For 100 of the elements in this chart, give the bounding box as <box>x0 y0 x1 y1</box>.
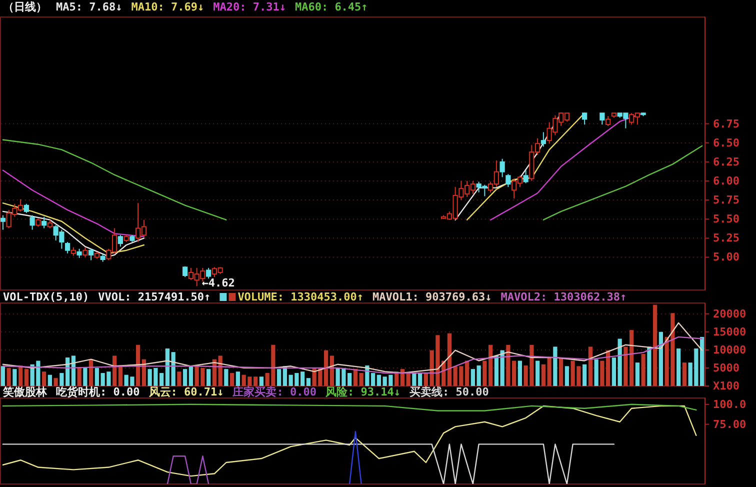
bar <box>536 360 540 386</box>
bar <box>48 374 52 386</box>
bar <box>676 348 681 386</box>
bar <box>54 378 58 386</box>
bar <box>277 369 282 386</box>
bar <box>658 332 663 386</box>
bar <box>330 356 334 386</box>
bar <box>653 304 658 386</box>
text: 风云: 60.71↓ <box>148 386 224 398</box>
annotation: 吃货时机: 0.00 <box>56 386 140 398</box>
line-series <box>542 145 703 220</box>
text: MA10: 7.69↓ <box>131 0 204 14</box>
bar <box>42 372 46 386</box>
bar <box>641 354 646 386</box>
bar <box>588 346 592 386</box>
bar <box>418 373 422 386</box>
text: MA20: 7.31↓ <box>213 0 286 14</box>
series-label: 风险: 93.14↓ <box>324 386 400 398</box>
bar <box>412 373 416 386</box>
bar <box>94 368 99 386</box>
bar <box>18 365 23 386</box>
bar <box>700 336 704 386</box>
bar <box>6 368 11 386</box>
y-tick-label: 20000 <box>713 307 746 320</box>
y-tick-label: 5.75 <box>713 194 740 207</box>
bar <box>0 366 5 386</box>
bar <box>500 350 504 386</box>
bar <box>171 352 176 386</box>
bar <box>160 373 164 386</box>
bar <box>476 365 481 386</box>
y-tick-label: 75.00 <box>713 418 746 431</box>
bar <box>424 373 428 386</box>
text: 庄家买卖: 0.00 <box>232 386 316 398</box>
line-series <box>2 336 703 374</box>
bar <box>118 365 122 386</box>
bar <box>224 369 228 386</box>
bar <box>77 368 82 386</box>
bar <box>371 373 376 386</box>
bar <box>406 373 410 386</box>
bar <box>564 366 569 386</box>
text: MA5: 7.68↓ <box>56 0 122 14</box>
bar <box>447 333 452 386</box>
y-tick-label: 6.50 <box>713 136 740 150</box>
y-tick-label: 15000 <box>713 325 746 338</box>
bar <box>83 368 88 386</box>
bar <box>359 373 364 386</box>
y-tick-label: 5.50 <box>713 212 740 226</box>
bar <box>606 350 610 386</box>
chart-title: 笑傲股林 <box>2 386 48 398</box>
bar <box>582 364 587 386</box>
bar <box>306 378 310 386</box>
bar <box>254 376 258 386</box>
bar <box>482 360 487 386</box>
y-tick-label: 5.25 <box>713 232 740 245</box>
annotation: ←4.62 <box>202 276 235 290</box>
bar <box>624 346 628 386</box>
bar <box>612 357 616 386</box>
bar <box>400 369 404 386</box>
bar <box>647 346 652 386</box>
chart-title: VOL-TDX(5,10) <box>3 290 90 304</box>
line-series <box>2 139 227 220</box>
bar <box>236 372 240 386</box>
bar <box>66 357 70 386</box>
bar <box>165 348 170 386</box>
text: 买卖线: 50.00 <box>409 386 489 398</box>
bar <box>206 369 211 386</box>
y-tick-label: 100.0 <box>713 398 746 411</box>
bar <box>553 346 558 386</box>
line-series <box>2 404 697 412</box>
bar <box>635 362 640 386</box>
y-tick-label: 5000 <box>713 361 740 374</box>
bar <box>630 330 634 386</box>
bar <box>600 360 604 386</box>
bar <box>465 360 470 386</box>
bar <box>682 362 686 386</box>
legend-label: VOLUME: 1330453.00↑ <box>238 290 364 304</box>
y-tick-label: 5.00 <box>713 250 740 264</box>
text: MAVOL2: 1303062.38↑ <box>500 290 627 304</box>
bar <box>518 360 522 386</box>
y-tick-label: 6.75 <box>713 117 740 130</box>
bar <box>541 364 546 386</box>
bar <box>60 373 64 386</box>
bar <box>136 344 140 386</box>
bar <box>324 350 328 386</box>
bar <box>24 369 28 386</box>
bar <box>183 369 188 386</box>
line-series <box>2 405 697 477</box>
bar <box>494 356 498 386</box>
bar <box>488 344 493 386</box>
bar <box>259 376 264 386</box>
chart-title: （日线） <box>3 0 47 14</box>
bar <box>12 369 17 386</box>
bar <box>618 338 622 386</box>
bar <box>230 373 234 386</box>
y-tick-label: X100 <box>713 380 740 392</box>
bar <box>470 369 475 386</box>
text: MA60: 6.45↑ <box>294 0 368 14</box>
text: MAVOL1: 903769.63↓ <box>372 290 492 304</box>
bar <box>376 374 381 386</box>
bar <box>353 369 358 386</box>
